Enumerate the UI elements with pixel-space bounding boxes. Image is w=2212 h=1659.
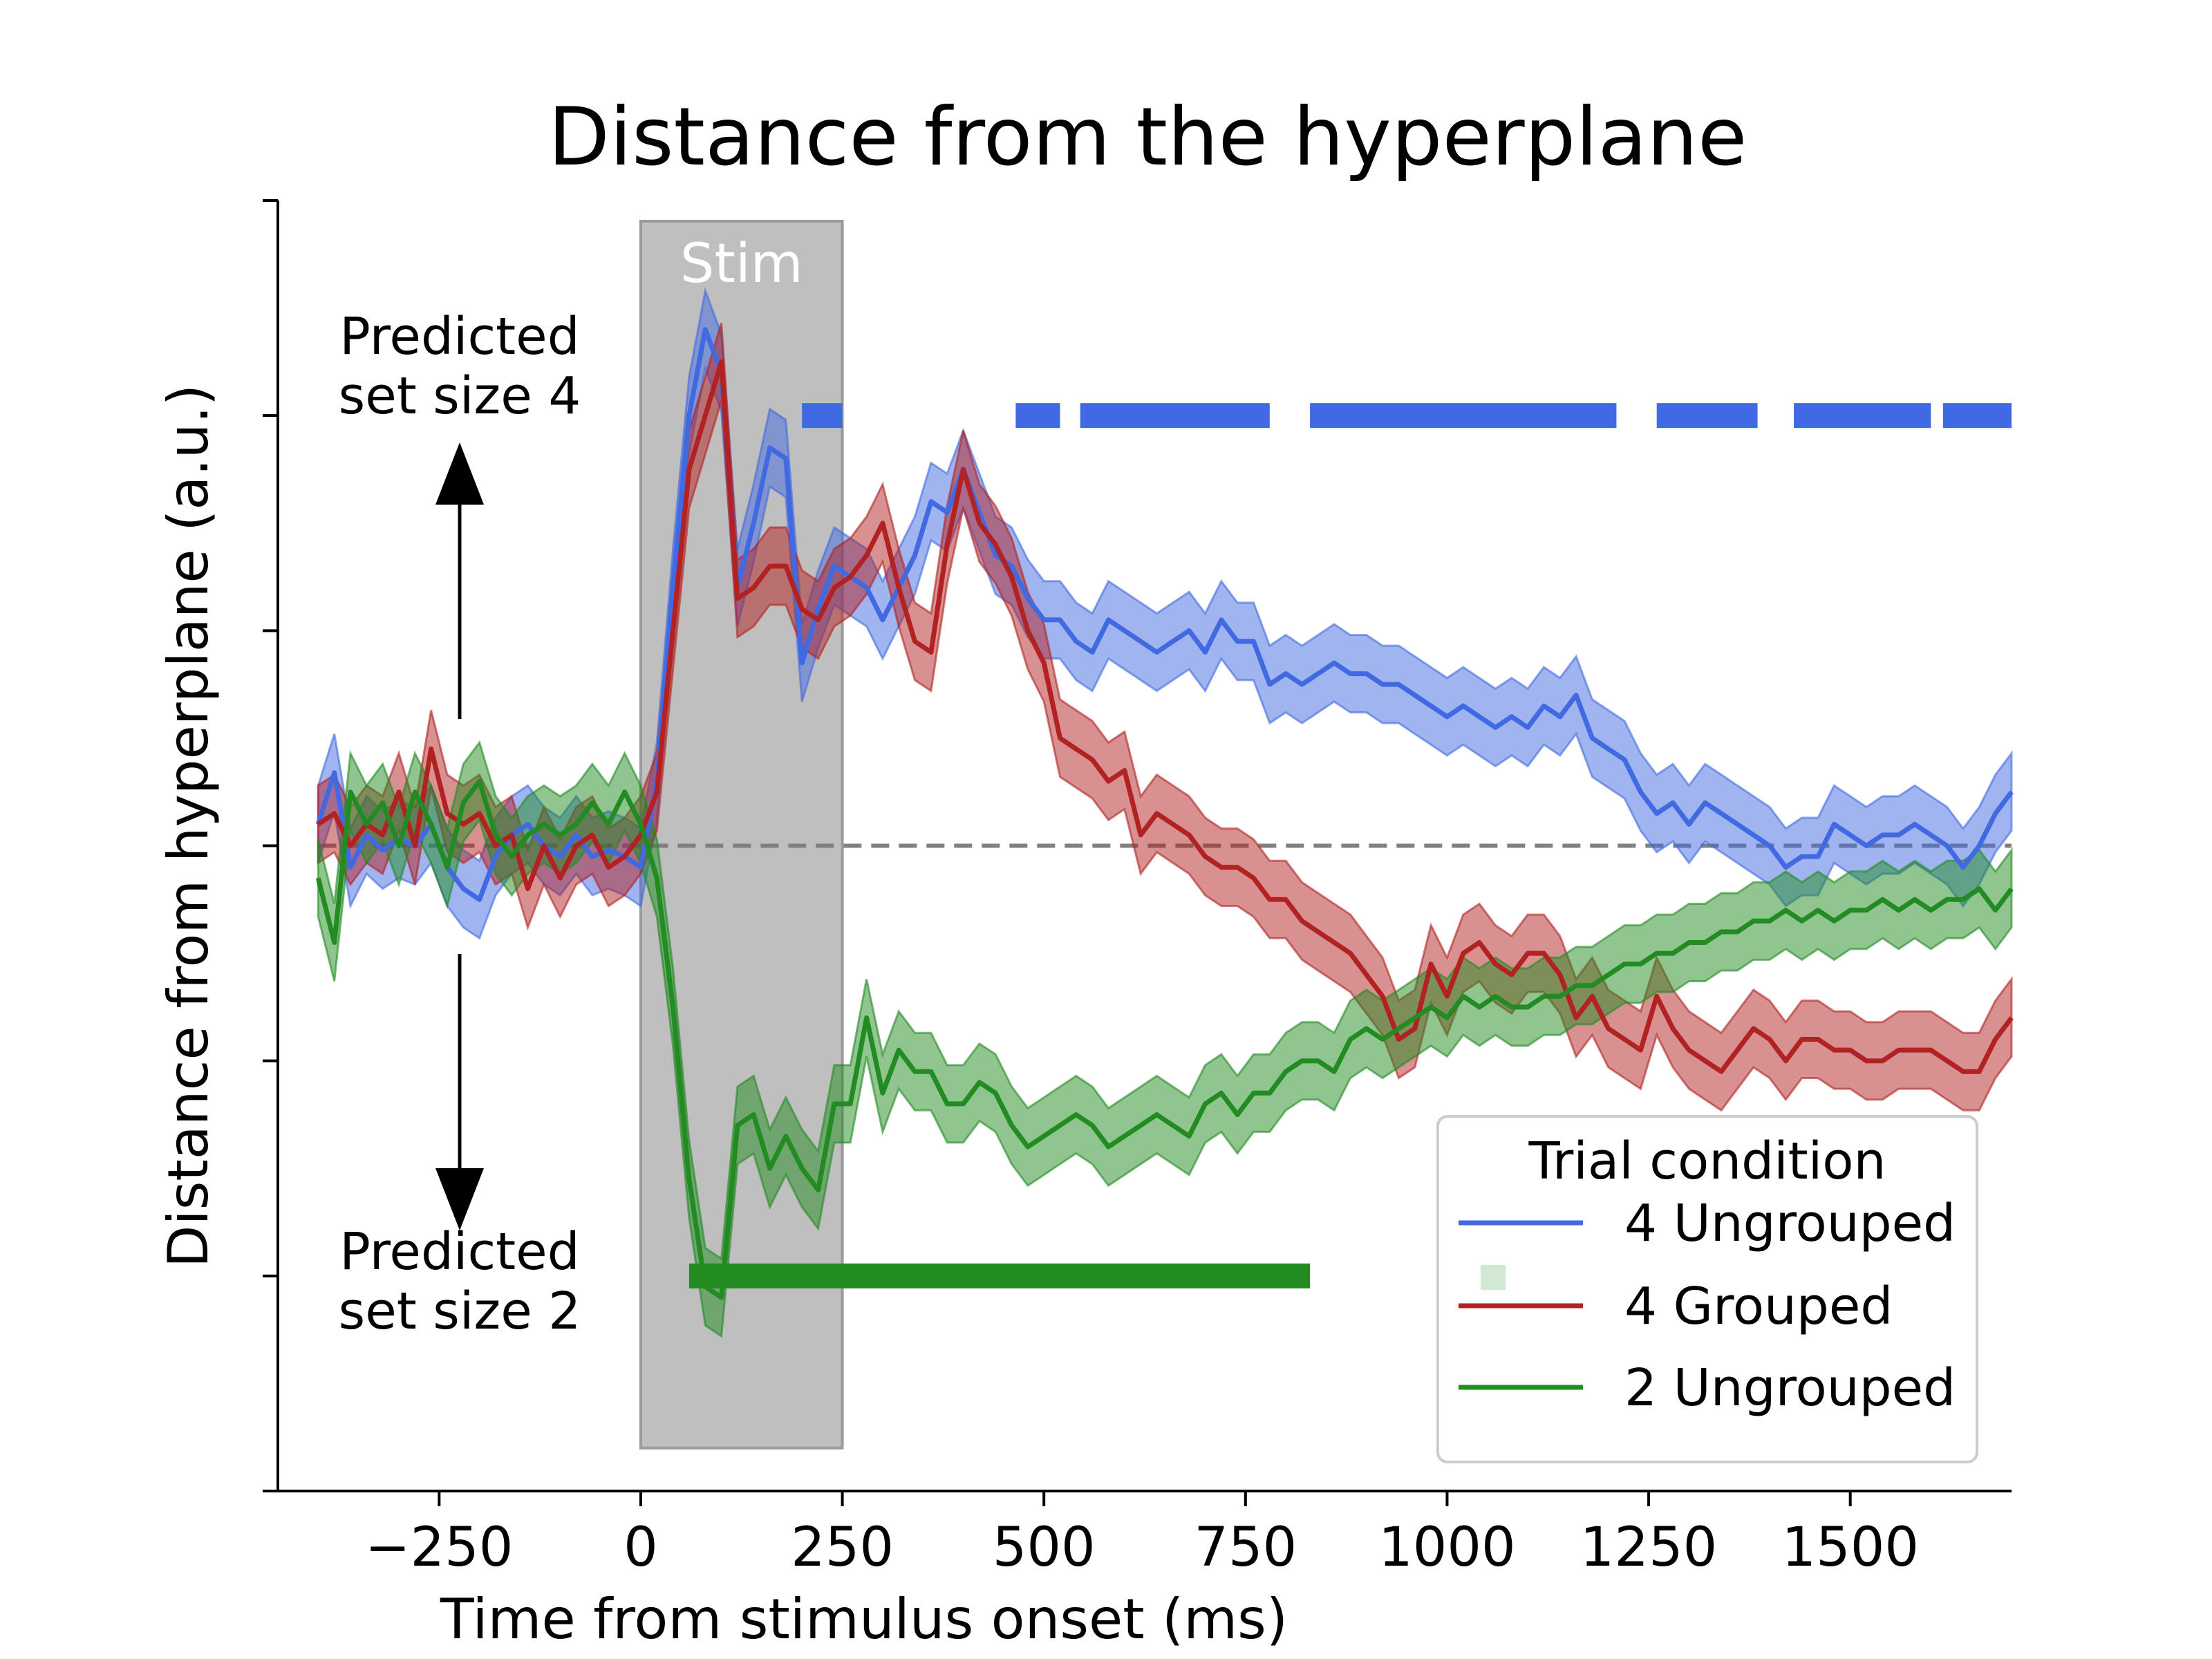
sig-bar-4-ungrouped [1794, 403, 1931, 429]
legend: Trial condition 4 Ungrouped 4 Grouped 2 Un… [1436, 1115, 1978, 1463]
annot-down-line1: Predicted [339, 1222, 579, 1282]
x-tick-label: −250 [365, 1517, 513, 1579]
x-tick-label: 0 [624, 1517, 658, 1579]
x-tick-label: 1250 [1580, 1517, 1718, 1579]
legend-box [1436, 1115, 1978, 1463]
sig-bar-4-ungrouped [1656, 403, 1758, 429]
legend-label-2-ungrouped: 2 Ungrouped [1624, 1358, 1956, 1418]
x-ticks: −250 0 250 500 750 1000 1250 1500 [365, 1491, 1919, 1579]
sig-bar-4-ungrouped [1080, 403, 1270, 429]
axes: −250 0 250 500 750 1000 1250 1500 [263, 199, 2012, 1579]
sig-bar-4-ungrouped [1015, 403, 1060, 429]
plot-area: Stim [315, 220, 2014, 1450]
legend-square-marker [1481, 1265, 1506, 1290]
x-tick-label: 1000 [1378, 1517, 1516, 1579]
x-tick-label: 1500 [1781, 1517, 1919, 1579]
annot-up-line2: set size 4 [339, 366, 581, 426]
legend-label-4-ungrouped: 4 Ungrouped [1624, 1194, 1956, 1253]
annot-down-line2: set size 2 [339, 1282, 581, 1341]
x-tick-label: 250 [791, 1517, 894, 1579]
sig-bar-4-ungrouped [802, 403, 843, 429]
sig-bar-4-ungrouped [1942, 403, 2012, 429]
legend-title: Trial condition [1528, 1132, 1886, 1191]
annot-up-line1: Predicted [339, 307, 579, 366]
x-tick-label: 500 [993, 1517, 1096, 1579]
y-ticks [263, 199, 278, 1492]
series-lines [315, 327, 2014, 1300]
prediction-annotations: Predicted set size 4 Predicted set size … [339, 307, 581, 1341]
sig-bar-2-ungrouped [688, 1263, 1311, 1288]
series-line-4-grouped [317, 359, 2014, 1074]
x-axis-label: Time from stimulus onset (ms) [440, 1587, 1288, 1651]
down-arrow-head-icon [435, 1168, 484, 1230]
ci-band-4-grouped [317, 322, 2013, 1112]
chart-title: Distance from the hyperplane [548, 91, 1747, 184]
stim-label: Stim [680, 233, 803, 295]
significance-bars [688, 403, 2012, 1288]
sig-bar-4-ungrouped [1310, 403, 1617, 429]
legend-label-4-grouped: 4 Grouped [1624, 1277, 1893, 1336]
up-arrow-head-icon [435, 442, 484, 505]
x-tick-label: 750 [1194, 1517, 1297, 1579]
y-axis-label: Distance from hyperplane (a.u.) [156, 384, 221, 1268]
series-line-2-ungrouped [315, 778, 2014, 1300]
